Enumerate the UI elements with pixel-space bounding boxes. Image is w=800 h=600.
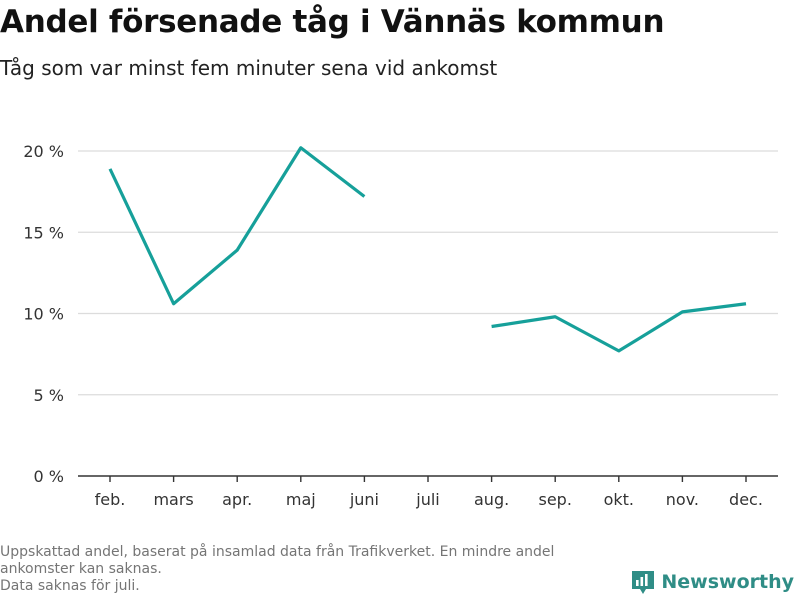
x-tick-label: apr. [222,490,252,509]
y-tick-label: 10 % [23,305,64,324]
x-tick-label: nov. [666,490,699,509]
x-tick-label: aug. [474,490,509,509]
newsworthy-logo-icon [632,571,655,594]
brand-logo: Newsworthy [631,569,794,595]
footnote: Uppskattad andel, baserat på insamlad da… [0,544,640,595]
x-axis: feb. mars apr. maj juni juli aug. sep. okt. nov. d… [78,475,778,509]
x-tick-label: mars [153,490,193,509]
x-tick-label: maj [286,490,316,509]
y-tick-label: 5 % [34,386,64,405]
x-tick-label: juli [415,490,439,509]
x-tick-label: juni [349,490,379,509]
y-axis-tick-labels: 0 % 5 % 10 % 15 % 20 % [23,142,64,486]
y-tick-label: 0 % [34,467,64,486]
footnote-line-1: Uppskattad andel, baserat på insamlad da… [0,544,555,560]
x-tick-label: dec. [729,490,763,509]
series-line-segment [108,146,366,306]
x-tick-label: feb. [95,490,126,509]
chart-title: Andel försenade tåg i Vännäs kommun [0,4,665,40]
grid-lines [78,150,778,396]
footnote-line-3: Data saknas för juli. [0,578,140,594]
series-line-segment [491,302,747,353]
brand-name: Newsworthy [661,571,794,593]
x-tick-label: sep. [538,490,571,509]
x-tick-label: okt. [604,490,634,509]
series-lines [108,146,747,353]
footnote-line-2: ankomster kan saknas. [0,561,162,577]
y-tick-label: 20 % [23,142,64,161]
chart-subtitle: Tåg som var minst fem minuter sena vid a… [0,56,498,80]
y-tick-label: 15 % [23,223,64,242]
